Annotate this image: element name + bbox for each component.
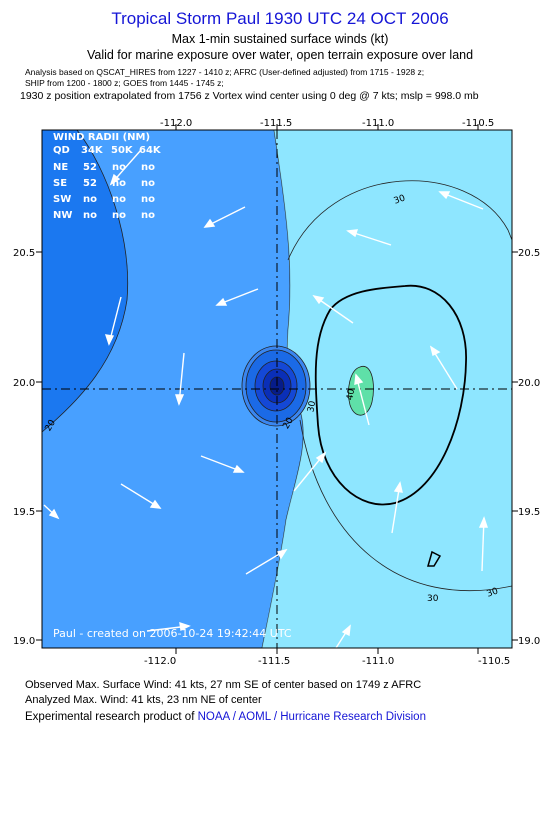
credit-label: Paul - created on 2006-10-24 19:42:44 UT…: [53, 627, 292, 640]
position-note: 1930 z position extrapolated from 1756 z…: [20, 90, 479, 102]
lon-tick-top: -110.5: [462, 118, 494, 129]
map-subtitle: Max 1-min sustained surface winds (kt): [171, 32, 389, 46]
exposure-note: Valid for marine exposure over water, op…: [86, 48, 474, 62]
analysis-sources-2: SHIP from 1200 - 1800 z; GOES from 1445 …: [25, 78, 224, 88]
contour-label: 30: [393, 193, 407, 206]
wind-arrow: [438, 191, 484, 210]
lat-tick-left: 19.0: [13, 636, 35, 647]
ticks: [36, 124, 518, 654]
contour-label: 40: [345, 388, 357, 401]
radii-cell: no: [112, 178, 126, 189]
contour-40kt: [314, 284, 467, 506]
radii-header: QD: [53, 145, 70, 156]
contour-label: 30: [485, 586, 499, 599]
lat-tick-right: 19.0: [518, 636, 540, 647]
lon-tick-top: -111.0: [362, 118, 394, 129]
wind-map: 20 30 30 30 30 40 20 WIND RADII (NM) QD …: [13, 118, 540, 667]
local-max-40kt: [348, 365, 374, 416]
radii-cell: no: [112, 210, 126, 221]
wind-arrow: [429, 345, 458, 390]
radii-header: 50K: [111, 145, 134, 156]
radii-cell: SW: [53, 194, 71, 205]
lat-tick-right: 20.0: [518, 378, 540, 389]
observed-max-wind: Observed Max. Surface Wind: 41 kts, 27 n…: [25, 679, 422, 691]
radii-cell: no: [112, 162, 126, 173]
wind-arrow: [391, 481, 403, 534]
radii-cell: no: [83, 210, 97, 221]
wind-arrow: [203, 206, 246, 228]
lon-tick-bottom: -111.0: [362, 656, 394, 667]
radii-header: 34K: [81, 145, 104, 156]
lat-tick-left: 20.0: [13, 378, 35, 389]
analyzed-max-wind: Analyzed Max. Wind: 41 kts, 23 nm NE of …: [25, 694, 262, 706]
wind-arrow: [120, 483, 162, 509]
lon-tick-bottom: -111.5: [258, 656, 290, 667]
contour-label: 30: [427, 594, 439, 604]
wind-arrow: [312, 294, 354, 324]
contour-30kt-south: [299, 419, 512, 591]
radii-cell: no: [141, 162, 155, 173]
lon-tick-top: -112.0: [160, 118, 192, 129]
lon-tick-bottom: -110.5: [478, 656, 510, 667]
radii-cell: no: [141, 178, 155, 189]
wind-radii-table: WIND RADII (NM) QD 34K 50K 64K NE 52 no …: [53, 132, 162, 221]
map-title: Tropical Storm Paul 1930 UTC 24 OCT 2006: [111, 9, 449, 28]
radii-cell: NE: [53, 162, 68, 173]
wind-arrow: [346, 229, 392, 246]
radii-cell: 52: [83, 162, 97, 173]
radii-cell: no: [83, 194, 97, 205]
wind-arrow: [293, 451, 327, 492]
wind-arrow: [175, 352, 185, 406]
lat-tick-left: 20.5: [13, 248, 35, 259]
wind-arrow: [215, 288, 259, 306]
lon-tick-top: -111.5: [260, 118, 292, 129]
wind-arrow: [104, 296, 122, 346]
analysis-sources: Analysis based on QSCAT_HIRES from 1227 …: [25, 67, 425, 77]
band-below-20kt: [42, 130, 129, 433]
wind-vectors: [43, 149, 488, 649]
wind-arrow: [478, 516, 488, 572]
contour-labels: 20 30 30 30 30 40 20: [44, 193, 500, 604]
wind-arrow: [335, 624, 351, 649]
radii-cell: no: [112, 194, 126, 205]
lon-tick-bottom: -112.0: [144, 656, 176, 667]
radii-cell: SE: [53, 178, 67, 189]
wind-arrow: [200, 455, 245, 473]
research-prefix: Experimental research product of: [25, 711, 195, 723]
radii-header: 64K: [139, 145, 162, 156]
research-credit: Experimental research product of NOAA / …: [25, 711, 426, 723]
contour-30kt-north: [287, 180, 512, 261]
lat-tick-right: 19.5: [518, 507, 540, 518]
wind-arrow: [109, 149, 142, 186]
wind-arrow: [354, 373, 370, 426]
radii-cell: NW: [53, 210, 72, 221]
radii-cell: no: [141, 194, 155, 205]
wind-arrow: [43, 504, 60, 520]
wind-arrow: [245, 548, 288, 575]
wind-arrow: [146, 621, 191, 632]
island: [427, 550, 442, 567]
research-org-link[interactable]: NOAA / AOML / Hurricane Research Divisio…: [197, 711, 426, 723]
lat-tick-left: 19.5: [13, 507, 35, 518]
radii-cell: no: [141, 210, 155, 221]
lat-tick-right: 20.5: [518, 248, 540, 259]
radii-cell: 52: [83, 178, 97, 189]
tick-labels: -112.0 -111.5 -111.0 -110.5 -112.0 -111.…: [13, 118, 540, 667]
contour-label: 30: [306, 400, 318, 413]
wind-radii-title: WIND RADII (NM): [53, 132, 150, 143]
